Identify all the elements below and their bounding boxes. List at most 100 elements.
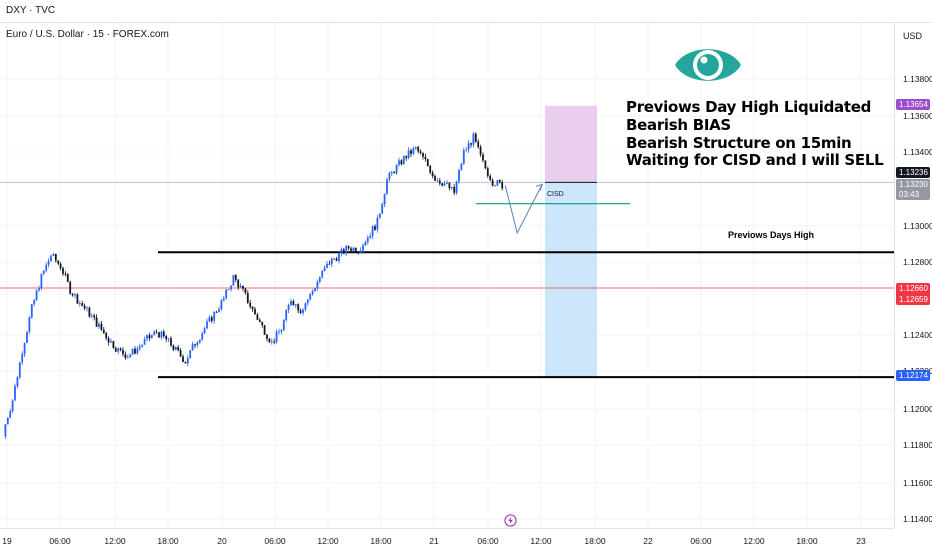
candle-body	[460, 163, 463, 171]
candle-body	[83, 305, 86, 309]
candle-body	[9, 411, 12, 418]
candle-body	[292, 301, 295, 306]
candle-body	[237, 279, 240, 288]
note-line-3[interactable]: Bearish Structure on 15min	[626, 134, 852, 152]
candle-body	[410, 150, 412, 154]
candle-body	[134, 348, 136, 354]
candle-body	[489, 175, 492, 181]
candle-body	[383, 193, 386, 205]
candle-body	[16, 377, 19, 387]
candle-body	[227, 289, 230, 291]
candle-body	[6, 417, 9, 425]
candle-body	[54, 253, 57, 261]
candle-body	[347, 246, 350, 249]
candle-body	[352, 247, 355, 251]
candle-body	[436, 180, 439, 182]
candle-body	[172, 345, 175, 350]
red-line-price-tag-2[interactable]: 1.12659	[896, 294, 930, 305]
candle-body	[354, 247, 357, 253]
take-profit-zone[interactable]	[545, 182, 597, 378]
candle-body	[350, 248, 352, 251]
y-tick: 1.11800	[903, 440, 932, 450]
candle-body	[18, 362, 21, 378]
note-line-4[interactable]: Waiting for CISD and I will SELL	[626, 151, 884, 169]
candle-body	[304, 303, 307, 310]
price-chart[interactable]	[0, 0, 894, 528]
x-tick: 06:00	[49, 536, 71, 546]
candle-body	[357, 252, 360, 254]
candle-body	[494, 185, 496, 187]
tp-high-price-tag[interactable]: 1.13654	[896, 99, 930, 110]
candle-body	[369, 236, 372, 238]
candle-body	[35, 290, 38, 300]
candles	[4, 132, 504, 439]
candle-body	[4, 424, 7, 437]
candle-body	[213, 311, 216, 321]
candle-body	[462, 150, 465, 164]
candle-body	[388, 172, 391, 180]
candle-body	[400, 160, 403, 165]
red-line-price-tag[interactable]: 1.12660	[896, 283, 930, 294]
candle-body	[131, 348, 134, 355]
candle-body	[165, 336, 168, 340]
candle-body	[431, 172, 434, 176]
candle-body	[374, 226, 376, 230]
candle-body	[270, 341, 273, 343]
candle-body	[93, 315, 96, 318]
candle-body	[155, 331, 158, 333]
candle-body	[242, 285, 244, 289]
candle-body	[100, 323, 103, 330]
candle-body	[191, 344, 194, 351]
x-tick: 12:00	[530, 536, 552, 546]
candle-body	[465, 149, 468, 151]
stop-loss-zone[interactable]	[545, 105, 597, 183]
x-tick: 20	[217, 536, 227, 546]
time-axis-divider	[0, 528, 894, 529]
note-line-1[interactable]: Previows Day High Liquidated	[626, 98, 872, 116]
candle-body	[203, 328, 206, 334]
candle-body	[366, 237, 369, 243]
candle-body	[398, 160, 400, 165]
candle-body	[362, 245, 364, 251]
previous-day-high-label[interactable]: Previows Days High	[728, 230, 815, 240]
candle-body	[146, 335, 148, 340]
candle-body	[150, 335, 153, 338]
projection-arrow[interactable]	[504, 184, 543, 235]
candle-body	[112, 341, 115, 349]
y-tick: 1.13800	[903, 74, 932, 84]
symbol-title[interactable]: Euro / U.S. Dollar · 15 · FOREX.com	[6, 29, 169, 40]
lightning-icon[interactable]	[504, 514, 517, 527]
ticker-label: DXY · TVC	[6, 5, 56, 16]
candle-body	[376, 217, 379, 230]
candle-body	[261, 321, 264, 326]
candle-body	[174, 346, 177, 350]
candle-body	[482, 154, 484, 161]
candle-body	[45, 264, 48, 271]
candle-body	[422, 153, 424, 157]
note-line-2[interactable]: Bearish BIAS	[626, 116, 731, 134]
candle-body	[438, 180, 441, 184]
candle-body	[275, 331, 278, 343]
candle-body	[407, 150, 410, 159]
candle-body	[110, 341, 112, 343]
candle-body	[338, 253, 340, 261]
candle-body	[498, 180, 501, 183]
candle-body	[81, 303, 84, 306]
candle-body	[206, 321, 208, 329]
candle-body	[167, 338, 170, 340]
candle-body	[470, 143, 472, 145]
currency-label[interactable]: USD	[903, 31, 923, 41]
candle-body	[52, 253, 55, 256]
candle-body	[330, 258, 333, 265]
x-tick: 18:00	[157, 536, 179, 546]
low-price-tag[interactable]: 1.12174	[896, 370, 930, 381]
candle-body	[434, 175, 436, 181]
cisd-label[interactable]: CISD	[547, 191, 564, 198]
x-tick: 19	[2, 536, 12, 546]
candle-body	[50, 255, 52, 261]
candle-body	[122, 349, 124, 355]
candle-body	[126, 357, 129, 359]
current-price-tag[interactable]: 1.13236	[896, 167, 930, 178]
candle-body	[254, 309, 256, 315]
y-tick: 1.12800	[903, 257, 932, 267]
